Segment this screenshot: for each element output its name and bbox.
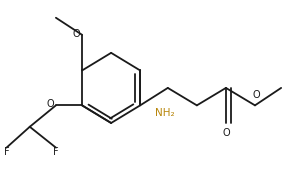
- Text: O: O: [222, 128, 230, 138]
- Text: F: F: [4, 147, 9, 157]
- Text: F: F: [53, 147, 59, 157]
- Text: NH₂: NH₂: [155, 108, 175, 118]
- Text: O: O: [252, 90, 260, 100]
- Text: O: O: [73, 29, 81, 39]
- Text: O: O: [47, 99, 54, 109]
